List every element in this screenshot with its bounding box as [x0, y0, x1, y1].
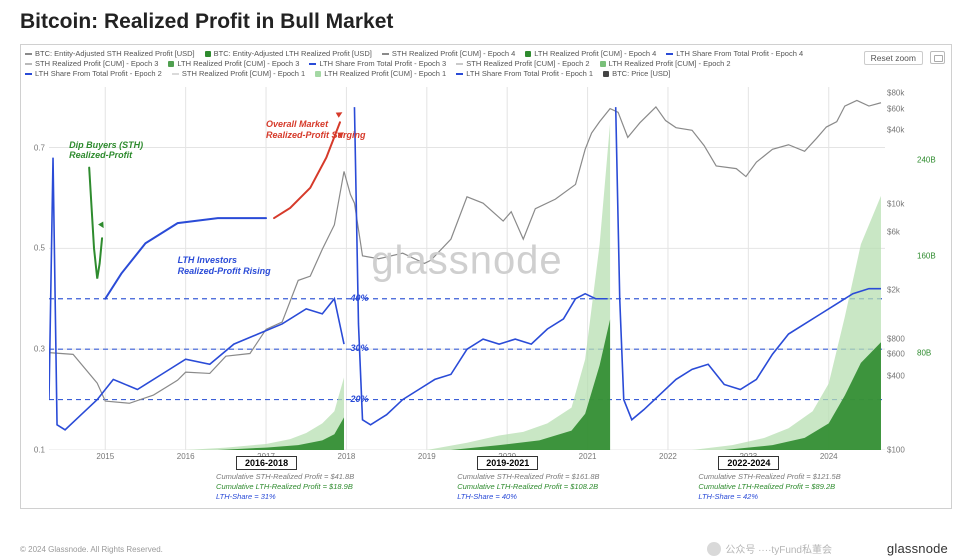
snapshot-icon[interactable]: [930, 51, 945, 64]
plot-area: glassnode 201520162017201820192020202120…: [49, 87, 885, 450]
legend-item[interactable]: STH Realized Profit [CUM] - Epoch 3: [25, 59, 158, 69]
chart-container: BTC: Entity-Adjusted STH Realized Profit…: [20, 44, 952, 509]
legend-item[interactable]: LTH Realized Profit [CUM] - Epoch 1: [315, 69, 446, 79]
period-label: 2022-2024: [718, 456, 779, 470]
legend-item[interactable]: LTH Share From Total Profit - Epoch 4: [666, 49, 803, 59]
copyright: © 2024 Glassnode. All Rights Reserved.: [20, 545, 163, 554]
legend-item[interactable]: STH Realized Profit [CUM] - Epoch 4: [382, 49, 515, 59]
page-title: Bitcoin: Realized Profit in Bull Market: [0, 0, 972, 40]
legend-item[interactable]: LTH Share From Total Profit - Epoch 3: [309, 59, 446, 69]
legend-item[interactable]: BTC: Entity-Adjusted LTH Realized Profit…: [205, 49, 372, 59]
legend-item[interactable]: LTH Share From Total Profit - Epoch 1: [456, 69, 593, 79]
legend-item[interactable]: LTH Share From Total Profit - Epoch 2: [25, 69, 162, 79]
wechat-icon: [707, 542, 721, 556]
chart-svg: [49, 87, 885, 450]
annotation-lth: LTH InvestorsRealized-Profit Rising: [178, 255, 271, 276]
legend-item[interactable]: STH Realized Profit [CUM] - Epoch 1: [172, 69, 305, 79]
brand-label: glassnode: [887, 541, 948, 556]
legend-item[interactable]: LTH Realized Profit [CUM] - Epoch 3: [168, 59, 299, 69]
legend: BTC: Entity-Adjusted STH Realized Profit…: [25, 49, 871, 79]
period-note: Cumulative STH-Realized Profit = $41.8BC…: [216, 472, 354, 501]
wechat-overlay: 公众号 ····tyFund私董会: [707, 541, 832, 556]
legend-item[interactable]: LTH Realized Profit [CUM] - Epoch 4: [525, 49, 656, 59]
legend-item[interactable]: BTC: Entity-Adjusted STH Realized Profit…: [25, 49, 195, 59]
period-note: Cumulative STH-Realized Profit = $121.5B…: [698, 472, 840, 501]
annotation-surge: Overall MarketRealized-Profit Surging: [266, 119, 366, 140]
period-label: 2016-2018: [236, 456, 297, 470]
period-label: 2019-2021: [477, 456, 538, 470]
y-axis-left: 0.10.30.50.7: [23, 87, 47, 450]
reset-zoom-button[interactable]: Reset zoom: [864, 51, 923, 65]
legend-item[interactable]: LTH Realized Profit [CUM] - Epoch 2: [600, 59, 731, 69]
annotation-dip: Dip Buyers (STH)Realized-Profit: [69, 140, 143, 161]
legend-item[interactable]: BTC: Price [USD]: [603, 69, 670, 79]
y-axis-right-cum: 80B160B240B: [917, 87, 947, 450]
period-note: Cumulative STH-Realized Profit = $161.8B…: [457, 472, 599, 501]
y-axis-right-price: $100$400$600$800$2k$6k$10k$40k$60k$80k: [887, 87, 915, 450]
legend-item[interactable]: STH Realized Profit [CUM] - Epoch 2: [456, 59, 589, 69]
